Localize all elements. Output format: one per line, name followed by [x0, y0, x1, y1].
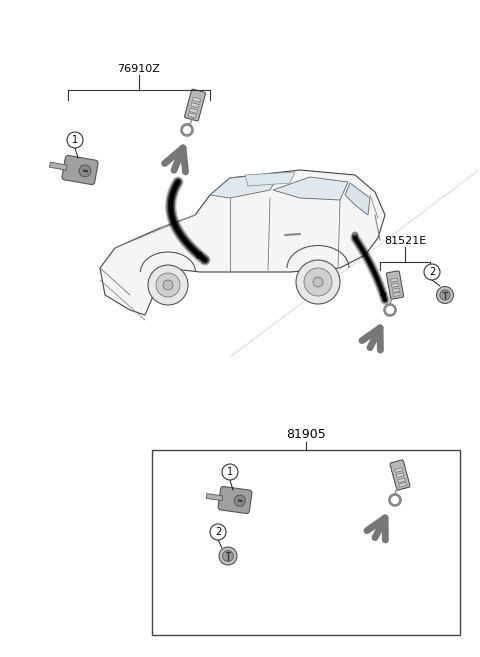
Circle shape [313, 277, 323, 287]
Bar [191, 102, 199, 108]
Text: 2: 2 [429, 267, 435, 277]
Circle shape [210, 524, 226, 540]
Bar [49, 162, 67, 170]
Circle shape [304, 268, 332, 296]
Bar [397, 478, 405, 483]
Circle shape [156, 273, 180, 297]
Bar [396, 473, 404, 478]
FancyBboxPatch shape [218, 486, 252, 514]
Circle shape [296, 260, 340, 304]
Circle shape [222, 464, 238, 480]
Polygon shape [245, 172, 295, 186]
Text: 81905: 81905 [286, 428, 326, 441]
Text: 76910Z: 76910Z [118, 64, 160, 74]
Text: 1: 1 [72, 135, 78, 145]
Bar [391, 278, 398, 283]
Circle shape [219, 547, 237, 565]
Bar [190, 108, 198, 113]
Polygon shape [100, 170, 385, 315]
Polygon shape [273, 177, 348, 200]
Circle shape [234, 495, 245, 507]
Text: 81521E: 81521E [384, 236, 426, 246]
FancyBboxPatch shape [184, 89, 205, 121]
Bar [391, 283, 399, 287]
Bar [238, 500, 242, 502]
Bar [392, 288, 399, 292]
Circle shape [223, 551, 233, 561]
Circle shape [424, 264, 440, 280]
Circle shape [352, 232, 358, 238]
Text: 2: 2 [215, 527, 221, 537]
Bar [399, 482, 407, 487]
Circle shape [148, 265, 188, 305]
Bar [188, 113, 196, 118]
Text: 1: 1 [227, 467, 233, 477]
Circle shape [79, 165, 91, 177]
Bar [192, 97, 201, 102]
Circle shape [436, 286, 454, 304]
Bar [393, 292, 400, 296]
Polygon shape [345, 183, 370, 215]
Circle shape [440, 290, 450, 300]
Bar [152, 450, 460, 635]
FancyBboxPatch shape [390, 460, 410, 490]
FancyBboxPatch shape [386, 271, 404, 299]
Circle shape [163, 280, 173, 290]
Circle shape [67, 132, 83, 148]
FancyBboxPatch shape [62, 156, 98, 185]
Polygon shape [210, 173, 280, 198]
Bar [206, 493, 223, 501]
Bar [83, 170, 88, 172]
Bar [395, 468, 403, 472]
